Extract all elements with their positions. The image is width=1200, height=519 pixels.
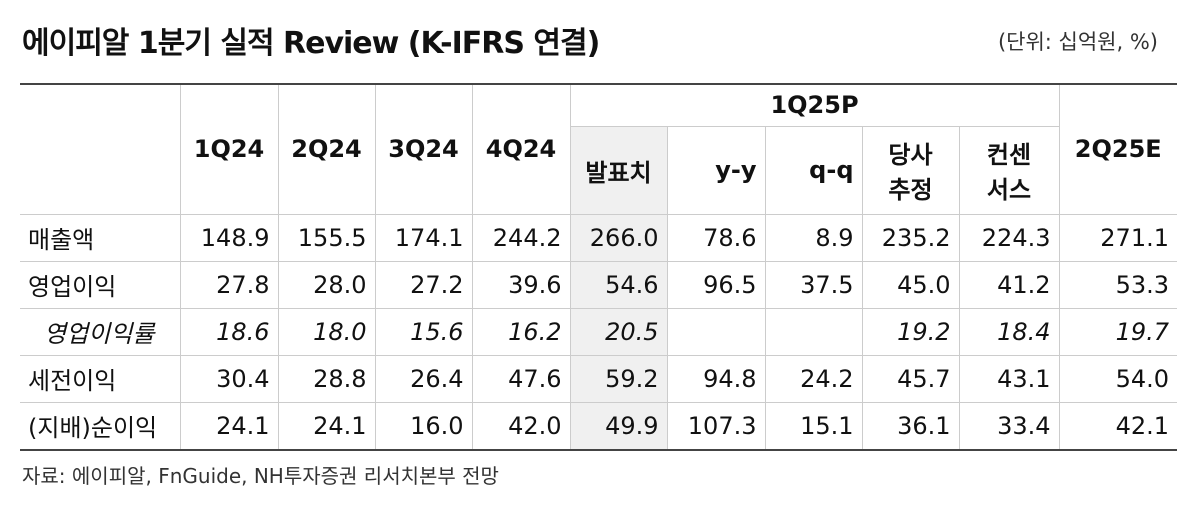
corner [20,83,181,215]
cell: 41.2 [958,260,1060,309]
cell: 15.1 [764,401,863,451]
cell: 54.6 [569,260,668,309]
column-header: 2Q25E [1058,83,1177,215]
table: 1Q24 2Q24 3Q24 4Q24 1Q25P 2Q25E 발표치 y-y q-q 당사 추정 컨… [20,83,1177,451]
cell: 94.8 [666,354,766,403]
cell: 19.2 [861,307,960,356]
cell: 8.9 [764,213,863,262]
cell: 27.2 [374,260,473,309]
cell: 53.3 [1058,260,1177,309]
cell: 266.0 [569,213,668,262]
cell: 54.0 [1058,354,1177,403]
cell: 42.0 [471,401,571,451]
header-row: 1Q24 2Q24 3Q24 4Q24 1Q25P 2Q25E [20,83,1177,215]
table-head: 1Q24 2Q24 3Q24 4Q24 1Q25P 2Q25E 발표치 y-y q-q 당사 추정 컨… [20,83,1177,215]
cell: 36.1 [861,401,960,451]
column-header: q-q [764,125,863,215]
table-row: 세전이익 30.4 28.8 26.4 47.6 59.2 94.8 24.2 45.7 43.1… [20,354,1177,403]
cell: 19.7 [1058,307,1177,356]
cell: 42.1 [1058,401,1177,451]
cell: 20.5 [569,307,668,356]
cell: 49.9 [569,401,668,451]
cell: 18.6 [179,307,279,356]
source: 자료: 에이피알, FnGuide, NH투자증권 리서치본부 전망 [22,464,499,488]
cell: 43.1 [958,354,1060,403]
cell: 235.2 [861,213,960,262]
cell: 28.8 [277,354,376,403]
row-label: 영업이익 [20,260,181,309]
table-row: 영업이익률 18.6 18.0 15.6 16.2 20.5 19.2 18.4 19.7 [20,307,1177,356]
column-header-line: 추정 [888,176,933,204]
row-label: (지배)순이익 [20,401,181,451]
table-row: 매출액 148.9 155.5 174.1 244.2 266.0 78.6 8.9 235.2… [20,213,1177,262]
cell: 27.8 [179,260,279,309]
cell: 271.1 [1058,213,1177,262]
cell: 28.0 [277,260,376,309]
cell: 148.9 [179,213,279,262]
cell: 15.6 [374,307,473,356]
cell: 26.4 [374,354,473,403]
column-header: 1Q24 [179,83,279,215]
cell [666,307,766,356]
cell: 30.4 [179,354,279,403]
cell: 224.3 [958,213,1060,262]
cell: 78.6 [666,213,766,262]
row-label: 영업이익률 [20,307,181,356]
cell: 45.0 [861,260,960,309]
cell: 96.5 [666,260,766,309]
cell: 24.1 [179,401,279,451]
cell: 174.1 [374,213,473,262]
cell [764,307,863,356]
cell: 37.5 [764,260,863,309]
cell: 16.0 [374,401,473,451]
cell: 155.5 [277,213,376,262]
cell: 45.7 [861,354,960,403]
column-header-line: 서스 [986,176,1032,204]
table-row: (지배)순이익 24.1 24.1 16.0 42.0 49.9 107.3 15.1 36.1… [20,401,1177,451]
column-header-line: 컨센 [986,141,1032,169]
cell: 18.0 [277,307,376,356]
column-header-line: 당사 [888,141,933,169]
table-body: 매출액 148.9 155.5 174.1 244.2 266.0 78.6 8.9 235.2… [20,213,1177,451]
group-header: 1Q25P [569,83,1060,127]
unit: (단위: 십억원, %) [997,30,1158,54]
title: 에이피알 1분기 실적 Review (K-IFRS 연결) [22,26,600,61]
column-header: 3Q24 [374,83,473,215]
row-label: 매출액 [20,213,181,262]
cell: 107.3 [666,401,766,451]
column-header: 발표치 [570,125,668,215]
cell: 18.4 [958,307,1060,356]
cell: 244.2 [471,213,571,262]
row-label: 세전이익 [20,354,181,403]
cell: 24.2 [764,354,863,403]
column-header: y-y [666,125,766,215]
cell: 24.1 [277,401,376,451]
cell: 59.2 [569,354,668,403]
cell: 39.6 [471,260,571,309]
table-row: 영업이익 27.8 28.0 27.2 39.6 54.6 96.5 37.5 45.0 41.2… [20,260,1177,309]
column-header: 2Q24 [277,83,376,215]
cell: 16.2 [471,307,571,356]
cell: 33.4 [958,401,1060,451]
header-row: 발표치 y-y q-q 당사 추정 컨센 서스 [20,125,1177,215]
column-header: 4Q24 [471,83,571,215]
cell: 47.6 [471,354,571,403]
